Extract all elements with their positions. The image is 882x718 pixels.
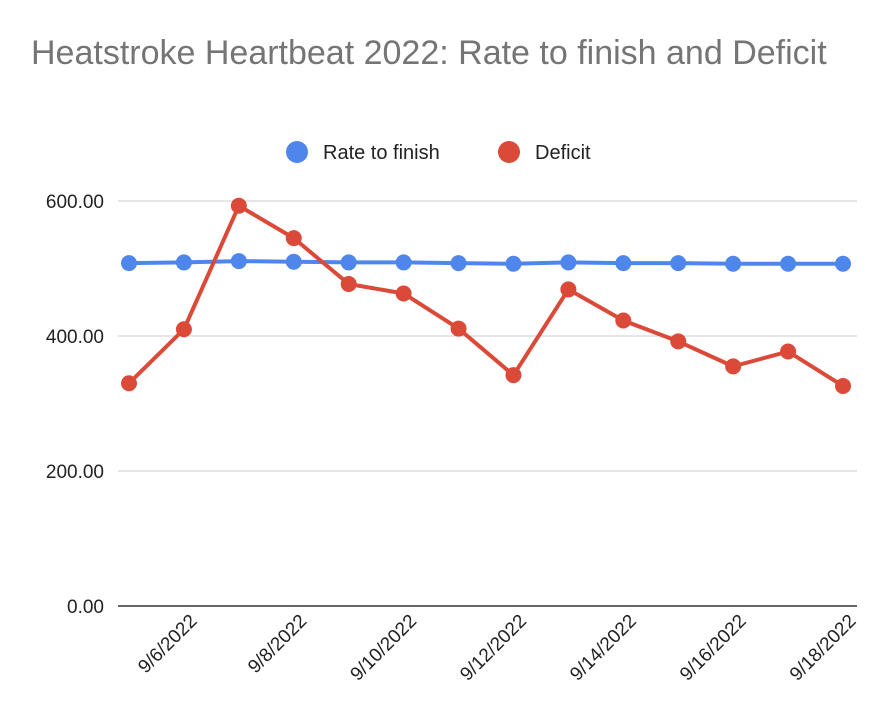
data-point [560,281,577,298]
legend-label: Rate to finish [323,142,440,164]
data-point [230,253,247,270]
data-point [121,375,137,392]
y-tick-label: 200.00 [46,462,104,483]
legend: Rate to finish Deficit [286,141,591,164]
data-point [835,377,851,394]
data-point [395,285,412,302]
data-point [835,255,851,272]
data-point [615,255,632,272]
x-tick-label: 9/14/2022 [566,611,641,686]
data-point [175,254,192,271]
data-point [615,312,632,329]
x-tick-label: 9/6/2022 [134,611,201,678]
chart-title: Heatstroke Heartbeat 2022: Rate to finis… [31,34,827,72]
x-tick-label: 9/10/2022 [347,611,422,686]
series-deficit [121,197,851,394]
data-point [395,254,412,271]
series-rate-to-finish [121,253,851,272]
y-axis-tick-labels: 0.00 200.00 400.00 600.00 [46,192,104,618]
legend-marker [498,141,520,163]
series-line [127,259,845,266]
x-tick-label: 9/16/2022 [676,611,751,686]
data-point [780,255,797,272]
data-point [670,255,687,272]
data-point [340,254,357,271]
y-tick-label: 600.00 [46,192,104,213]
data-point [725,255,742,272]
data-point [560,254,577,271]
legend-label: Deficit [535,142,591,164]
y-tick-label: 400.00 [46,327,104,348]
data-point [780,343,797,360]
x-axis-tick-labels: 9/6/2022 9/8/2022 9/10/2022 9/12/2022 9/14/2… [134,611,860,686]
data-point [285,253,302,270]
data-point [340,276,357,293]
series-line [127,203,845,388]
series [121,197,851,394]
data-point [230,197,247,214]
data-point [450,255,467,272]
x-tick-label: 9/12/2022 [456,611,531,686]
data-point [725,358,742,375]
data-point [670,333,687,350]
data-point [505,367,522,384]
data-point [505,255,522,272]
data-point [175,321,192,338]
legend-marker [286,141,308,163]
x-tick-label: 9/18/2022 [786,611,861,686]
data-point [450,320,467,337]
data-point [121,255,137,272]
y-tick-label: 0.00 [67,597,104,618]
x-tick-label: 9/8/2022 [244,611,311,678]
data-point [285,230,302,247]
